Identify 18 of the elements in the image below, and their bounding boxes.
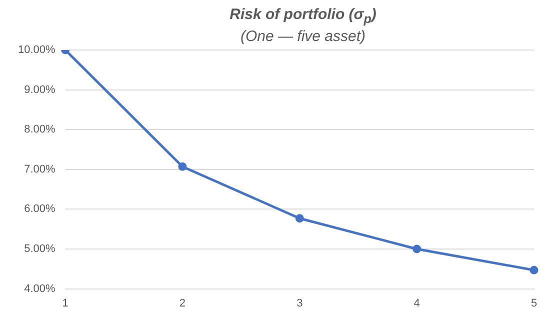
chart-title: Risk of portfolio (σ$_{p}$) — [228, 6, 378, 26]
y-tick-label: 7.00% — [24, 163, 56, 176]
x-tick-label: 4 — [414, 297, 420, 310]
y-tick-label: 5.00% — [24, 243, 56, 256]
y-tick-label: 9.00% — [24, 84, 56, 96]
y-tick-label: 10.00% — [18, 44, 56, 56]
y-tick-label: 8.00% — [24, 124, 56, 136]
y-tick-label: 4.00% — [24, 282, 56, 295]
x-tick-label: 3 — [296, 297, 303, 310]
point — [412, 244, 422, 254]
y-tick-label: 6.00% — [24, 203, 56, 216]
x-tick-label: 5 — [530, 297, 538, 310]
chart-subtitle: (One — five asset) — [239, 28, 367, 45]
x-tick-label: 2 — [179, 297, 186, 310]
point — [178, 162, 187, 171]
x-tick-label: 1 — [62, 297, 68, 310]
point — [295, 214, 304, 223]
point — [530, 266, 538, 274]
